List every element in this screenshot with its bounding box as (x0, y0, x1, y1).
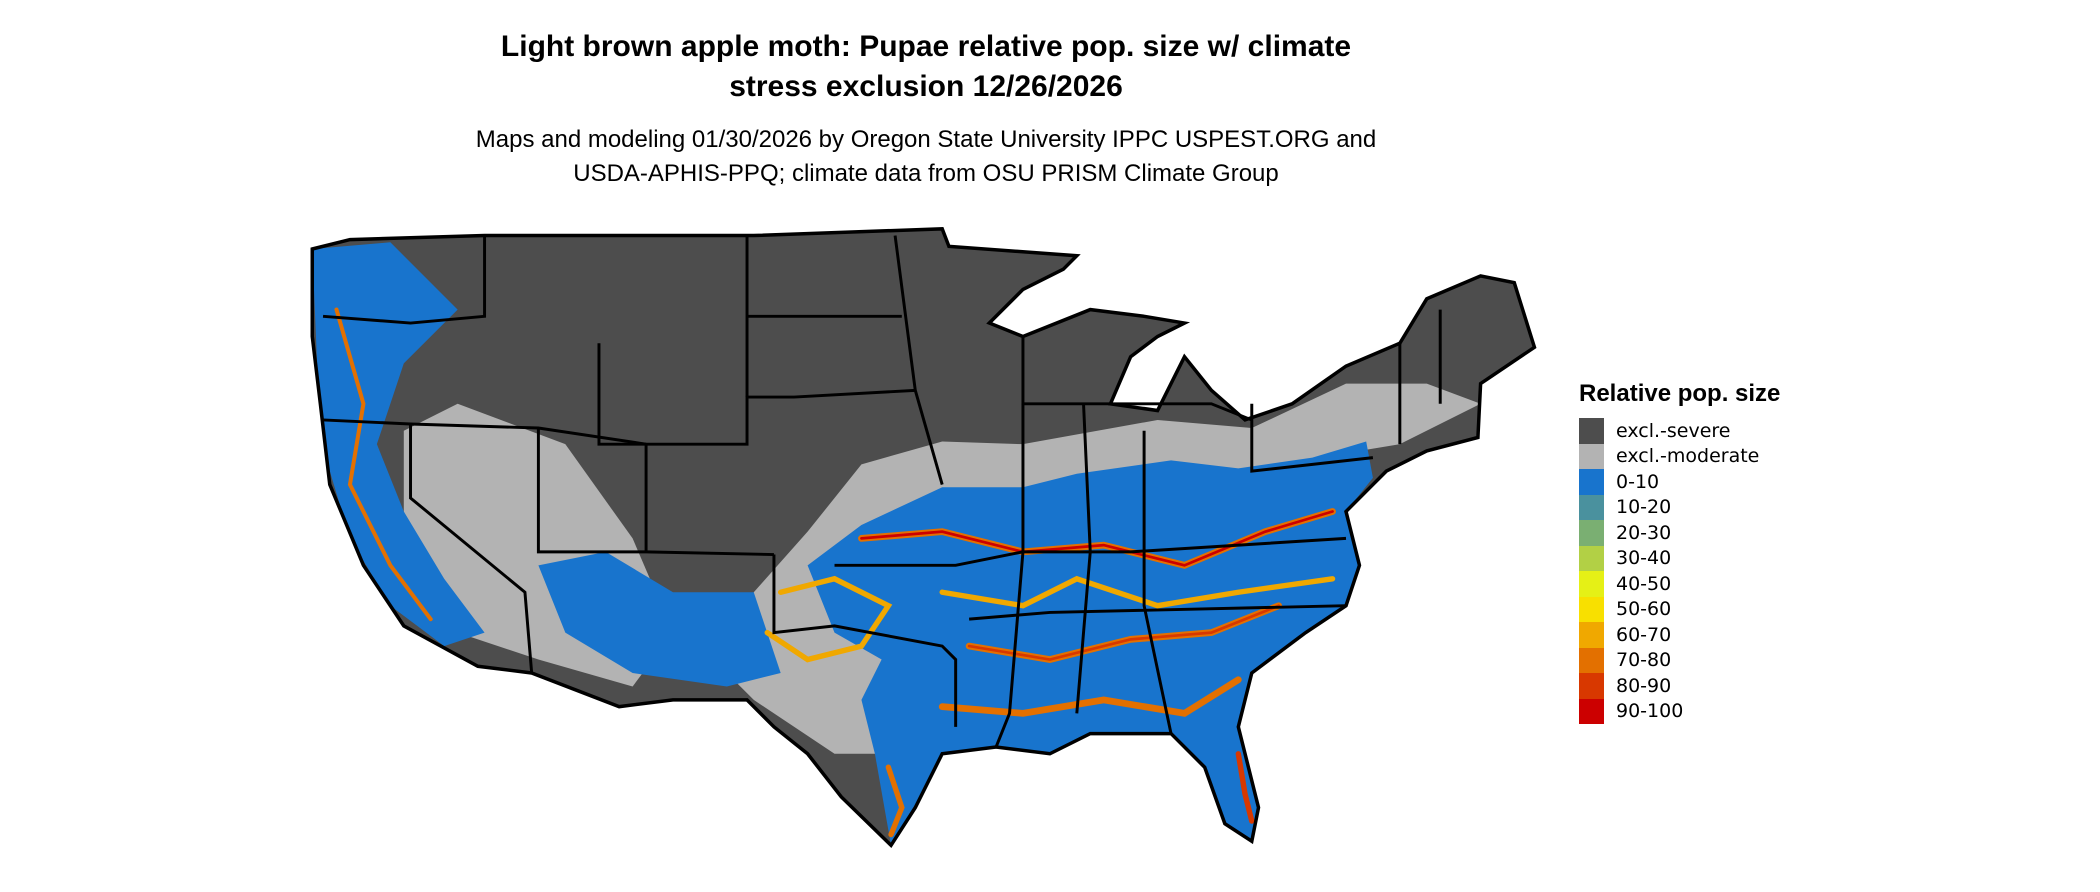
legend-swatch (1579, 443, 1604, 469)
legend-item: 50-60 (1579, 596, 1780, 622)
map-subtitle-line2: USDA-APHIS-PPQ; climate data from OSU PR… (573, 160, 1279, 187)
region-0-10-southwest (538, 551, 781, 687)
legend-items: excl.-severe excl.-moderate 0-10 10-20 20-30… (1579, 418, 1780, 724)
legend-label: 90-100 (1616, 700, 1684, 723)
legend-title: Relative pop. size (1579, 380, 1781, 407)
legend-item: 30-40 (1579, 545, 1780, 571)
legend-label: 60-70 (1616, 623, 1672, 646)
legend-item: 60-70 (1579, 622, 1780, 648)
legend-label: 80-90 (1616, 674, 1672, 697)
map-title-line2: stress exclusion 12/26/2026 (729, 70, 1123, 103)
legend-swatch (1579, 469, 1604, 495)
map-title-line1: Light brown apple moth: Pupae relative p… (500, 30, 1352, 63)
legend-label: 50-60 (1616, 598, 1672, 621)
legend-label: 20-30 (1616, 521, 1672, 544)
legend-item: 10-20 (1579, 494, 1780, 520)
legend-label: excl.-severe (1616, 419, 1731, 442)
legend-item: 40-50 (1579, 571, 1780, 597)
legend-swatch (1579, 520, 1604, 546)
legend-label: 30-40 (1616, 547, 1672, 570)
legend-swatch (1579, 494, 1604, 520)
legend-item: 20-30 (1579, 520, 1780, 546)
legend-label: 10-20 (1616, 496, 1672, 519)
legend-swatch (1579, 647, 1604, 673)
legend-swatch (1579, 418, 1604, 444)
map-subtitle-line1: Maps and modeling 01/30/2026 by Oregon S… (475, 126, 1377, 153)
legend-item: 80-90 (1579, 673, 1780, 699)
legend-label: 70-80 (1616, 649, 1672, 672)
legend-item: excl.-severe (1579, 418, 1780, 444)
legend-swatch (1579, 622, 1604, 648)
legend: Relative pop. size excl.-severe excl.-mod… (1579, 380, 1780, 724)
legend-swatch (1579, 698, 1604, 724)
legend-label: excl.-moderate (1616, 445, 1760, 468)
legend-swatch (1579, 596, 1604, 622)
legend-swatch (1579, 545, 1604, 571)
legend-swatch (1579, 571, 1604, 597)
legend-item: 90-100 (1579, 698, 1780, 724)
high-pop-bands (334, 307, 1336, 838)
legend-label: 0-10 (1616, 470, 1660, 493)
legend-label: 40-50 (1616, 572, 1672, 595)
legend-swatch (1579, 673, 1604, 699)
legend-item: 70-80 (1579, 647, 1780, 673)
legend-item: 0-10 (1579, 469, 1780, 495)
legend-item: excl.-moderate (1579, 443, 1780, 469)
